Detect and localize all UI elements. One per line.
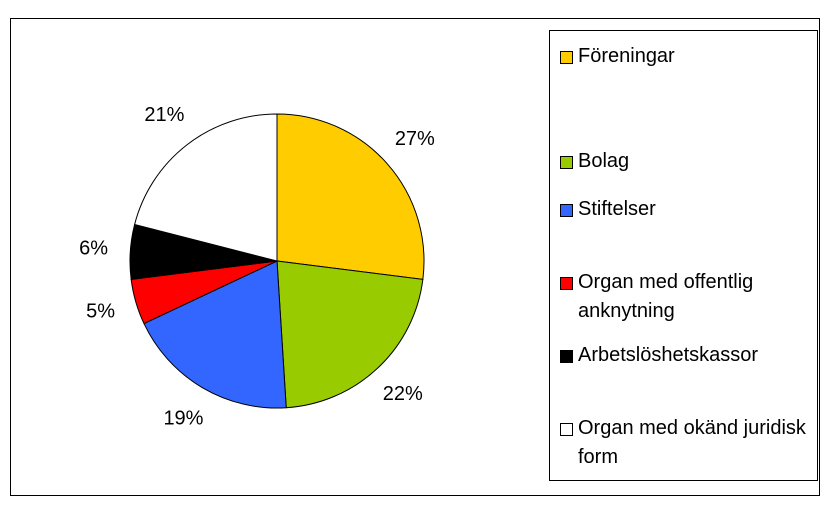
legend-label: Bolag [578, 150, 630, 172]
legend-box [549, 30, 818, 481]
legend-swatch [560, 423, 573, 436]
data-label: 21% [144, 104, 184, 126]
legend-label: Stiftelser [578, 198, 656, 220]
legend-entry: Organ med okänd juridisk form [560, 414, 816, 472]
data-label: 22% [383, 383, 423, 405]
legend-swatch [560, 277, 573, 290]
legend-entry: Organ med offentlig anknytning [560, 268, 816, 326]
legend-swatch [560, 204, 573, 217]
legend-label: Föreningar [578, 45, 675, 67]
legend-label: Organ med okänd juridisk form [578, 417, 806, 468]
pie-slice [134, 113, 278, 262]
legend-swatch [560, 350, 573, 363]
legend-label: Arbetslöshetskassor [578, 344, 759, 366]
legend-entry: Föreningar [560, 42, 816, 71]
pie-slice [276, 113, 425, 280]
legend-entry: Stiftelser [560, 195, 816, 224]
legend-label: Organ med offentlig anknytning [578, 271, 754, 322]
legend-entry: Bolag [560, 147, 816, 176]
data-label: 19% [163, 407, 203, 429]
data-label: 5% [86, 301, 115, 323]
data-label: 6% [79, 238, 108, 260]
legend-swatch [560, 156, 573, 169]
pie-slice [143, 260, 287, 409]
data-label: 27% [395, 128, 435, 150]
legend-swatch [560, 51, 573, 64]
pie-slice [276, 260, 424, 409]
legend-entry: Arbetslöshetskassor [560, 341, 816, 370]
